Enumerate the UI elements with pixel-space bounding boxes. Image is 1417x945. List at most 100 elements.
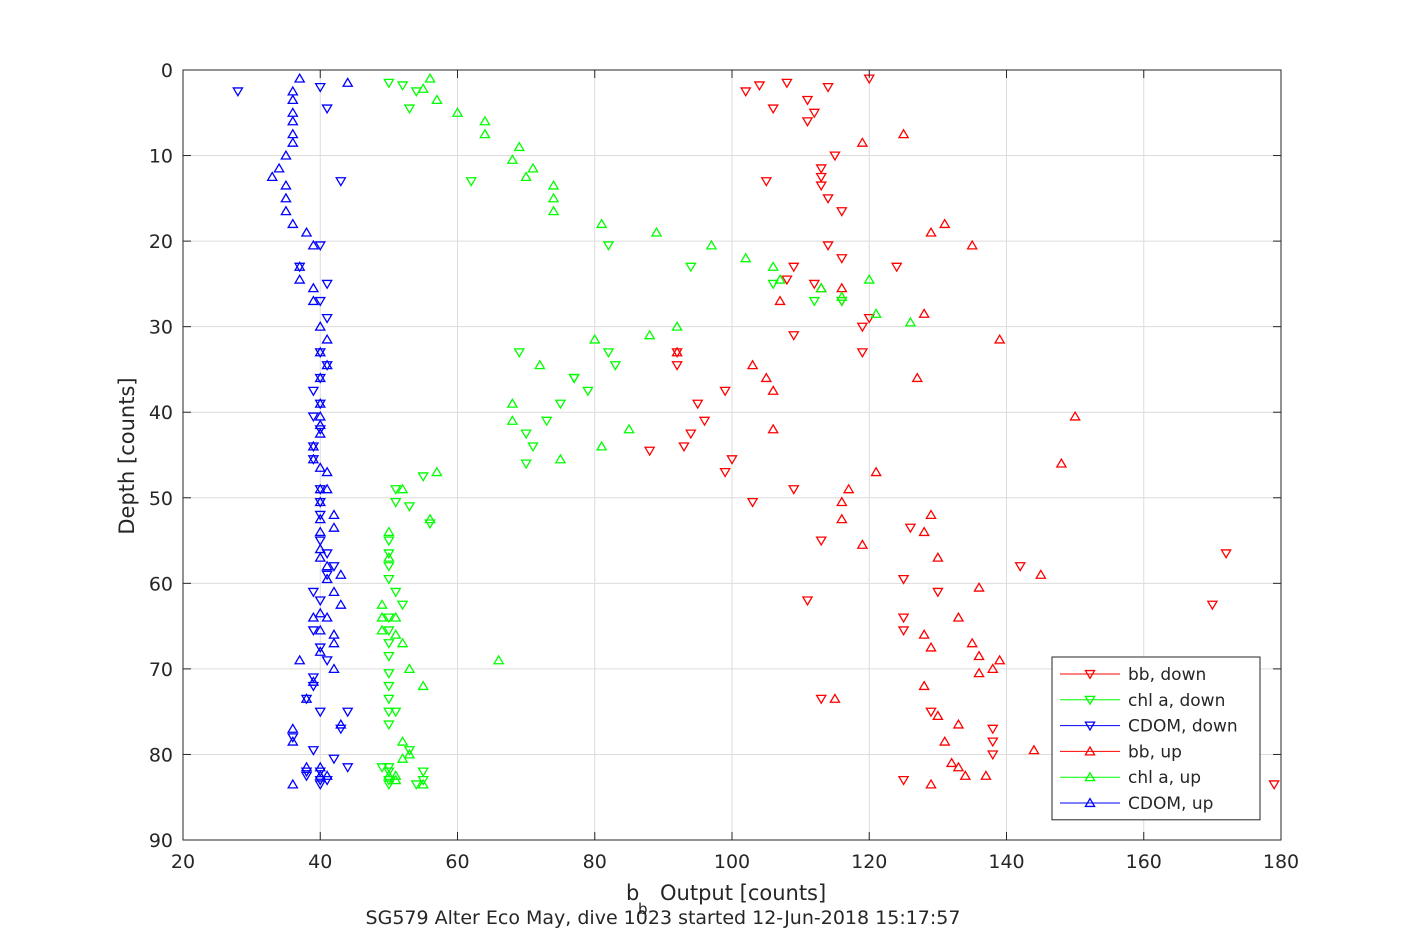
data-point	[520, 429, 532, 440]
data-point	[987, 724, 999, 735]
data-point	[678, 442, 690, 453]
data-point	[383, 562, 395, 572]
legend-entry: bb, down	[1060, 665, 1206, 685]
data-point	[390, 611, 402, 622]
data-point	[328, 754, 340, 765]
data-point	[904, 523, 917, 534]
y-tick-label: 20	[149, 231, 173, 253]
legend-label: CDOM, down	[1128, 717, 1238, 737]
data-point	[513, 348, 525, 358]
data-point	[959, 770, 972, 780]
data-point	[307, 587, 320, 598]
data-point	[739, 87, 752, 98]
y-axis-ticks: 0 10 20 30 40 50 60 70 80 90	[149, 60, 1281, 852]
data-point	[417, 778, 429, 789]
data-point	[307, 676, 320, 686]
data-point	[232, 87, 244, 98]
data-point	[321, 333, 333, 344]
data-point	[952, 761, 965, 772]
data-point	[314, 83, 326, 93]
data-point	[396, 483, 409, 494]
data-point	[966, 637, 978, 648]
data-point	[774, 295, 786, 306]
data-point	[280, 149, 292, 160]
data-point	[925, 226, 937, 237]
data-point	[390, 587, 402, 598]
data-point	[314, 767, 326, 778]
data-point	[328, 663, 340, 673]
data-point	[383, 574, 395, 585]
legend-marker	[1084, 771, 1096, 782]
data-point	[918, 629, 930, 639]
data-point	[801, 95, 814, 106]
data-point	[932, 587, 944, 598]
data-point	[801, 117, 814, 127]
data-point	[897, 613, 910, 624]
data-point	[314, 427, 326, 438]
data-point	[987, 737, 999, 748]
data-point	[300, 226, 313, 237]
data-point	[314, 707, 326, 718]
data-point	[808, 108, 821, 119]
data-point	[836, 291, 848, 301]
data-point	[383, 639, 395, 649]
data-point	[314, 513, 326, 524]
data-point	[1069, 410, 1081, 421]
data-point	[1014, 562, 1026, 572]
data-point	[314, 425, 326, 435]
data-point	[973, 667, 985, 678]
data-point	[918, 526, 930, 537]
data-point	[321, 611, 333, 622]
data-point	[788, 331, 800, 341]
legend-label: chl a, down	[1128, 691, 1225, 711]
data-point	[431, 94, 443, 105]
x-axis-label: b b Output [counts]	[626, 881, 826, 918]
data-point	[836, 296, 848, 307]
data-point	[582, 386, 594, 397]
data-point	[698, 416, 711, 427]
data-point	[383, 767, 395, 778]
data-point	[287, 723, 299, 733]
data-point	[925, 509, 937, 519]
data-point	[1206, 600, 1219, 611]
series-4	[376, 72, 917, 789]
data-point	[307, 295, 320, 306]
data-point	[506, 154, 519, 164]
data-point	[383, 720, 395, 731]
data-point	[506, 398, 519, 408]
x-axis-ticks: 20 40 60 80 100 120 140 160 180	[171, 70, 1299, 873]
data-point	[987, 750, 999, 761]
legend-entry: CDOM, up	[1060, 794, 1213, 814]
data-point	[403, 746, 416, 756]
data-point	[767, 279, 779, 290]
legend-marker	[1084, 669, 1096, 680]
y-tick-label: 70	[149, 659, 173, 681]
y-axis-label: Depth [counts]	[115, 377, 139, 534]
data-point	[554, 399, 567, 410]
data-point	[383, 770, 395, 780]
data-point	[321, 656, 333, 666]
x-tick-label: 60	[445, 851, 469, 873]
data-point	[836, 207, 848, 217]
data-point	[897, 128, 910, 139]
y-tick-label: 50	[149, 488, 173, 510]
data-point	[691, 399, 704, 410]
data-point	[321, 104, 333, 115]
data-point	[760, 177, 773, 187]
data-point	[856, 322, 869, 333]
data-point	[314, 483, 326, 494]
data-point	[602, 241, 615, 252]
data-point	[300, 693, 313, 703]
data-point	[287, 115, 299, 126]
data-point	[321, 570, 333, 581]
data-point	[822, 241, 834, 252]
data-point	[376, 624, 388, 635]
data-point	[341, 77, 354, 87]
data-point	[376, 599, 388, 609]
data-point	[383, 613, 395, 624]
data-point	[479, 115, 491, 126]
data-point	[966, 239, 978, 250]
data-point	[280, 192, 292, 203]
data-point	[314, 346, 326, 357]
data-point	[321, 573, 333, 584]
